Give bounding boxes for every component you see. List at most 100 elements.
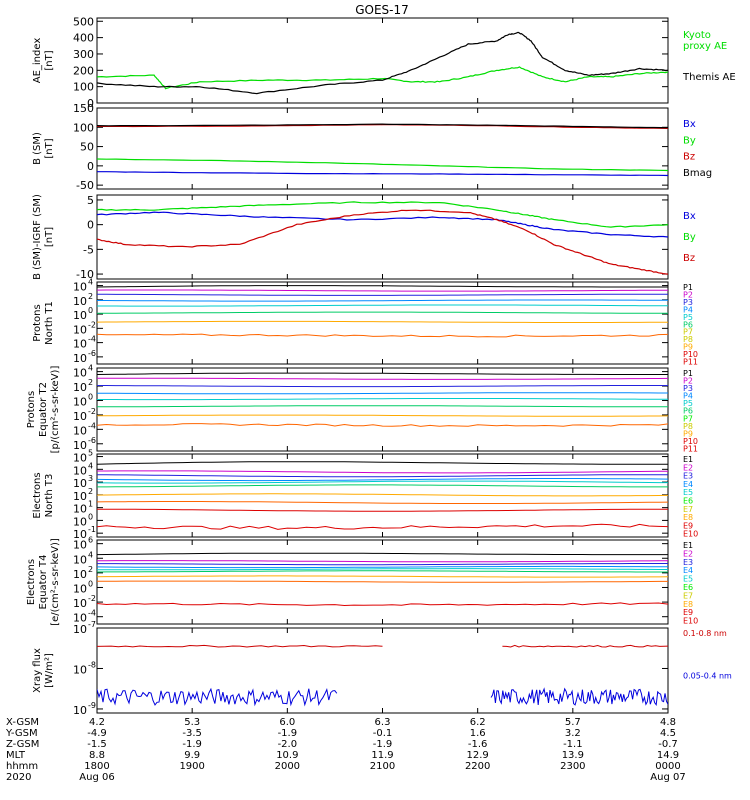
footer-value: 6.2 (470, 717, 486, 728)
footer-value: 14.9 (657, 750, 679, 761)
y-axis-label: B (SM) (32, 132, 43, 165)
footer-value: -1.9 (182, 739, 202, 750)
legend-entry: P4 (683, 305, 693, 314)
footer-value: 1.6 (470, 728, 486, 739)
flux-channel-3 (97, 563, 668, 566)
legend-entry: Bmag (683, 168, 712, 179)
y-tick-exponent: -1 (88, 525, 96, 534)
y-axis-label: [nT] (44, 50, 55, 70)
legend-entry: E2 (683, 463, 693, 472)
flux-channel-3 (97, 385, 668, 388)
legend-entry: Bx (683, 211, 696, 222)
footer-value: 4.8 (660, 717, 676, 728)
y-tick-label: 10 (73, 452, 87, 465)
y-axis-label: Electrons (32, 472, 43, 518)
y-tick-label: 10 (73, 612, 87, 625)
panel-frame (96, 17, 669, 104)
legend-entry: P5 (683, 399, 693, 408)
panel-1: 150 100 50 0 -50 B (SM) [nT] Bx By Bz Bmag (32, 102, 712, 192)
figure-title: GOES-17 (355, 3, 409, 17)
panel-frame (96, 627, 669, 714)
y-tick-label: 10 (73, 410, 87, 423)
flux-channel-8 (97, 423, 668, 427)
y-tick-label: 10 (73, 568, 87, 581)
legend-entry: E2 (683, 549, 693, 558)
flux-channel-1 (97, 372, 668, 375)
footer-value: 1900 (179, 761, 204, 772)
flux-channel-5 (97, 568, 668, 571)
data-layer (97, 552, 668, 607)
legend-entry: E3 (683, 472, 693, 481)
panel-frame (96, 367, 669, 452)
series-line-By (97, 158, 668, 172)
data-layer (97, 31, 668, 95)
panel-frame (96, 194, 669, 280)
legend-entry: P7 (683, 414, 693, 423)
legend-entry: P11 (683, 444, 698, 453)
legend-entry: E10 (683, 617, 698, 626)
legend-entry: P3 (683, 298, 693, 307)
legend-entry: P10 (683, 437, 698, 446)
footer-value: -0.1 (373, 728, 393, 739)
flux-channel-5 (97, 398, 668, 401)
flux-channel-3 (97, 474, 668, 478)
footer-value: 5.3 (184, 717, 200, 728)
y-tick-exponent: 5 (88, 449, 93, 458)
y-axis-label: Protons (32, 304, 43, 341)
y-tick-exponent: -4 (88, 335, 96, 344)
footer-row-label: X-GSM (6, 717, 39, 728)
y-tick-exponent: 2 (88, 487, 93, 496)
flux-channel-5 (97, 304, 668, 307)
flux-channel-2 (97, 377, 668, 380)
footer-value: 12.9 (467, 750, 489, 761)
y-tick-exponent: 4 (88, 550, 93, 559)
y-axis-label: B (SM)-IGRF (SM) (32, 194, 43, 280)
flux-channel-4 (97, 299, 668, 302)
y-tick-label: 10 (73, 490, 87, 503)
y-tick-label: 0 (87, 160, 94, 173)
legend-entry: P6 (683, 320, 693, 329)
y-tick-label: 10 (73, 503, 87, 516)
y-tick-exponent: -4 (88, 421, 96, 430)
footer-value: -1.9 (373, 739, 393, 750)
y-tick-label: -5 (83, 243, 94, 256)
y-tick-exponent: -6 (88, 436, 96, 445)
y-tick-label: 10 (73, 597, 87, 610)
data-layer (97, 644, 668, 707)
y-tick-label: 10 (73, 464, 87, 477)
y-axis-label: AE_index (32, 38, 43, 84)
footer-value: -4.9 (87, 728, 107, 739)
legend-entry: E4 (683, 480, 693, 489)
y-axis-label: Equator T2 (38, 382, 49, 437)
flux-channel-4 (97, 392, 668, 395)
y-tick-exponent: 6 (88, 536, 93, 545)
legend-entry: E5 (683, 575, 693, 584)
y-tick-label: 10 (73, 309, 87, 322)
y-tick-label: 10 (73, 663, 87, 676)
footer-value: -1.5 (87, 739, 107, 750)
y-tick-label: 200 (73, 64, 94, 77)
y-tick-exponent: 0 (88, 306, 93, 315)
legend-entry: E4 (683, 566, 693, 575)
y-axis-label: Equator T4 (38, 555, 49, 610)
flux-channel-8 (97, 501, 668, 504)
footer-value: -2.0 (278, 739, 298, 750)
y-tick-exponent: -2 (88, 594, 96, 603)
legend-entry: P9 (683, 429, 693, 438)
legend-entry: 0.1-0.8 nm (683, 629, 727, 638)
legend-entry: P8 (683, 335, 693, 344)
legend-entry: P2 (683, 290, 693, 299)
footer-value: 3.2 (565, 728, 581, 739)
xray-short-line (97, 687, 338, 707)
y-tick-exponent: -6 (88, 349, 96, 358)
legend-entry: E8 (683, 600, 693, 609)
flux-channel-4 (97, 478, 668, 482)
y-tick-exponent: 2 (88, 378, 93, 387)
footer-value: 2200 (465, 761, 490, 772)
footer-value: -3.5 (182, 728, 202, 739)
